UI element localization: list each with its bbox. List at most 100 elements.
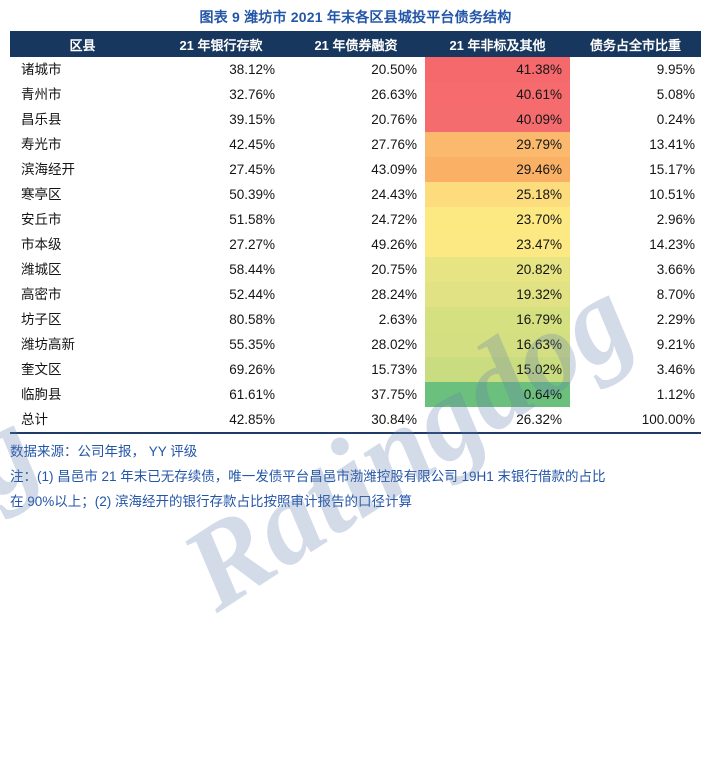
table-row: 高密市 52.44% 28.24% 19.32% 8.70% [10,282,701,307]
debt-structure-table: 区县 21 年银行存款 21 年债券融资 21 年非标及其他 债务占全市比重 诸… [10,31,701,434]
cell-nonstandard: 16.79% [425,307,570,332]
table-row: 总计 42.85% 30.84% 26.32% 100.00% [10,407,701,432]
cell-nonstandard: 40.61% [425,82,570,107]
cell-nonstandard: 15.02% [425,357,570,382]
table-header-row: 区县 21 年银行存款 21 年债券融资 21 年非标及其他 债务占全市比重 [10,31,701,57]
cell-bank-deposit: 80.58% [229,312,275,327]
cell-bank-deposit: 42.45% [229,137,275,152]
cell-bond-financing: 26.63% [371,87,417,102]
cell-city-share: 5.08% [656,87,695,102]
cell-bond-financing: 27.76% [371,137,417,152]
ratingdog-watermark-corner: Ratingdog [0,380,60,766]
note-line-2: 在 90%以上；(2) 滨海经开的银行存款占比按照审计报告的口径计算 [10,494,413,509]
table-row: 市本级 27.27% 49.26% 23.47% 14.23% [10,232,701,257]
cell-city-share: 3.66% [656,262,695,277]
cell-bond-financing: 43.09% [371,162,417,177]
cell-bond-financing: 24.72% [371,212,417,227]
cell-bank-deposit: 52.44% [229,287,275,302]
figure-footer: 数据来源：公司年报， YY 评级 注：(1) 昌邑市 21 年末已无存续债，唯一… [10,439,705,514]
cell-bank-deposit: 50.39% [229,187,275,202]
cell-bond-financing: 15.73% [371,362,417,377]
cell-bank-deposit: 61.61% [229,387,275,402]
cell-city-share: 0.24% [656,112,695,127]
table-row: 寒亭区 50.39% 24.43% 25.18% 10.51% [10,182,701,207]
cell-city-share: 1.12% [656,387,695,402]
table-row: 寿光市 42.45% 27.76% 29.79% 13.41% [10,132,701,157]
cell-city-share: 3.46% [656,362,695,377]
cell-region: 潍城区 [21,262,62,277]
cell-bond-financing: 20.76% [371,112,417,127]
cell-bank-deposit: 27.45% [229,162,275,177]
cell-nonstandard: 25.18% [425,182,570,207]
cell-bank-deposit: 27.27% [229,237,275,252]
table-row: 昌乐县 39.15% 20.76% 40.09% 0.24% [10,107,701,132]
table-row: 安丘市 51.58% 24.72% 23.70% 2.96% [10,207,701,232]
cell-nonstandard: 29.79% [425,132,570,157]
cell-region: 滨海经开 [21,162,75,177]
table-row: 潍坊高新 55.35% 28.02% 16.63% 9.21% [10,332,701,357]
cell-bank-deposit: 69.26% [229,362,275,377]
cell-nonstandard: 20.82% [425,257,570,282]
cell-bond-financing: 30.84% [371,412,417,427]
cell-bank-deposit: 42.85% [229,412,275,427]
column-header-bank-deposit: 21 年银行存款 [179,37,263,53]
cell-city-share: 2.29% [656,312,695,327]
cell-city-share: 100.00% [641,412,695,427]
table-row: 坊子区 80.58% 2.63% 16.79% 2.29% [10,307,701,332]
cell-region: 寿光市 [21,137,62,152]
cell-bond-financing: 2.63% [378,312,417,327]
table-row: 青州市 32.76% 26.63% 40.61% 5.08% [10,82,701,107]
cell-region: 临朐县 [21,387,62,402]
cell-nonstandard: 19.32% [425,282,570,307]
table-body: 诸城市 38.12% 20.50% 41.38% 9.95% 青州市 32.76% 26.63… [10,57,701,432]
cell-city-share: 13.41% [649,137,695,152]
cell-nonstandard: 16.63% [425,332,570,357]
cell-region: 诸城市 [21,62,62,77]
cell-nonstandard: 0.64% [425,382,570,407]
figure-title: 图表 9 潍坊市 2021 年末各区县城投平台债务结构 [199,9,512,25]
cell-region: 坊子区 [21,312,62,327]
cell-nonstandard: 40.09% [425,107,570,132]
cell-nonstandard: 41.38% [425,57,570,82]
cell-bond-financing: 24.43% [371,187,417,202]
cell-city-share: 8.70% [656,287,695,302]
cell-region: 市本级 [21,237,62,252]
cell-region: 总计 [21,412,48,427]
table-row: 诸城市 38.12% 20.50% 41.38% 9.95% [10,57,701,82]
cell-city-share: 14.23% [649,237,695,252]
column-header-bond-financing: 21 年债券融资 [314,37,398,53]
cell-city-share: 15.17% [649,162,695,177]
column-header-region: 区县 [69,37,96,53]
cell-bond-financing: 20.75% [371,262,417,277]
cell-region: 潍坊高新 [21,337,75,352]
cell-bank-deposit: 55.35% [229,337,275,352]
note-line-1: 注：(1) 昌邑市 21 年末已无存续债，唯一发债平台昌邑市渤潍控股有限公司 1… [10,469,606,484]
cell-bond-financing: 37.75% [371,387,417,402]
table-row: 潍城区 58.44% 20.75% 20.82% 3.66% [10,257,701,282]
cell-bond-financing: 28.24% [371,287,417,302]
table-row: 奎文区 69.26% 15.73% 15.02% 3.46% [10,357,701,382]
cell-region: 昌乐县 [21,112,62,127]
cell-bond-financing: 20.50% [371,62,417,77]
cell-bank-deposit: 32.76% [229,87,275,102]
cell-region: 奎文区 [21,362,62,377]
table-row: 滨海经开 27.45% 43.09% 29.46% 15.17% [10,157,701,182]
cell-region: 寒亭区 [21,187,62,202]
cell-city-share: 2.96% [656,212,695,227]
cell-region: 高密市 [21,287,62,302]
data-source-line: 数据来源：公司年报， YY 评级 [10,444,198,459]
cell-nonstandard: 23.47% [425,232,570,257]
cell-nonstandard: 26.32% [516,412,562,427]
cell-nonstandard: 29.46% [425,157,570,182]
cell-bank-deposit: 58.44% [229,262,275,277]
cell-bank-deposit: 39.15% [229,112,275,127]
cell-region: 安丘市 [21,212,62,227]
cell-bank-deposit: 51.58% [229,212,275,227]
cell-city-share: 10.51% [649,187,695,202]
cell-bond-financing: 49.26% [371,237,417,252]
cell-city-share: 9.21% [656,337,695,352]
cell-nonstandard: 23.70% [425,207,570,232]
cell-region: 青州市 [21,87,62,102]
cell-city-share: 9.95% [656,62,695,77]
cell-bond-financing: 28.02% [371,337,417,352]
